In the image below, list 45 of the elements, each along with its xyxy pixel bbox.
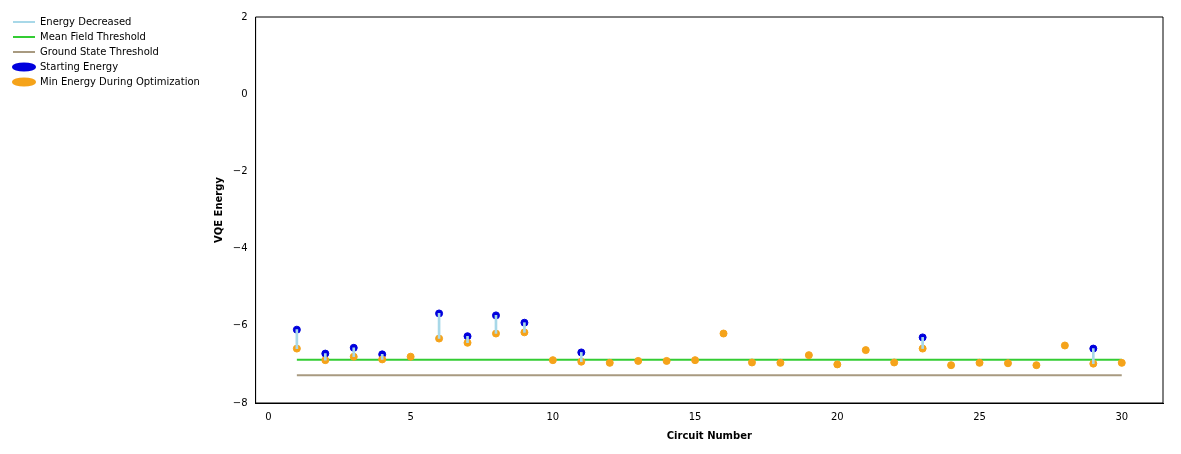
legend-label: Energy Decreased [40, 15, 132, 27]
point [975, 358, 984, 367]
point [1117, 358, 1126, 367]
x-tick-label: 25 [973, 410, 986, 422]
x-tick-label: 0 [265, 410, 272, 422]
y-axis-title: VQE Energy [213, 176, 225, 243]
bar [1091, 348, 1095, 364]
y-tick-label: −8 [232, 396, 248, 408]
legend-label: Min Energy During Optimization [40, 75, 200, 87]
point [634, 356, 643, 365]
point [406, 352, 415, 361]
point [548, 356, 557, 365]
point [861, 346, 870, 355]
point [947, 361, 956, 370]
x-tick-label: 15 [688, 410, 702, 422]
y-tick-label: 0 [241, 87, 248, 99]
point [776, 358, 785, 367]
x-tick-label: 20 [830, 410, 844, 422]
y-tick-label: −2 [232, 164, 248, 176]
legend-label: Starting Energy [40, 60, 119, 72]
point [662, 356, 671, 365]
legend-label: Mean Field Threshold [40, 30, 146, 42]
x-tick-label: 30 [1115, 410, 1129, 422]
bar [523, 322, 526, 333]
point [833, 360, 842, 369]
bar [352, 347, 356, 358]
bar [323, 353, 327, 361]
x-tick-label: 5 [407, 410, 414, 422]
point [1003, 359, 1012, 368]
point [691, 356, 700, 365]
bar [921, 337, 924, 349]
point [890, 358, 899, 367]
point [747, 358, 756, 367]
y-tick-label: −4 [232, 242, 248, 254]
point [605, 358, 614, 367]
y-tick-label: −6 [232, 319, 248, 331]
point [804, 351, 813, 360]
point [719, 329, 728, 338]
point [1060, 341, 1069, 350]
point [1032, 361, 1041, 370]
x-axis-title: Circuit Number [666, 429, 752, 441]
bar [579, 352, 583, 363]
legend-label: Ground State Threshold [40, 45, 159, 57]
x-tick-label: 10 [546, 410, 560, 422]
y-tick-label: 2 [241, 10, 248, 22]
